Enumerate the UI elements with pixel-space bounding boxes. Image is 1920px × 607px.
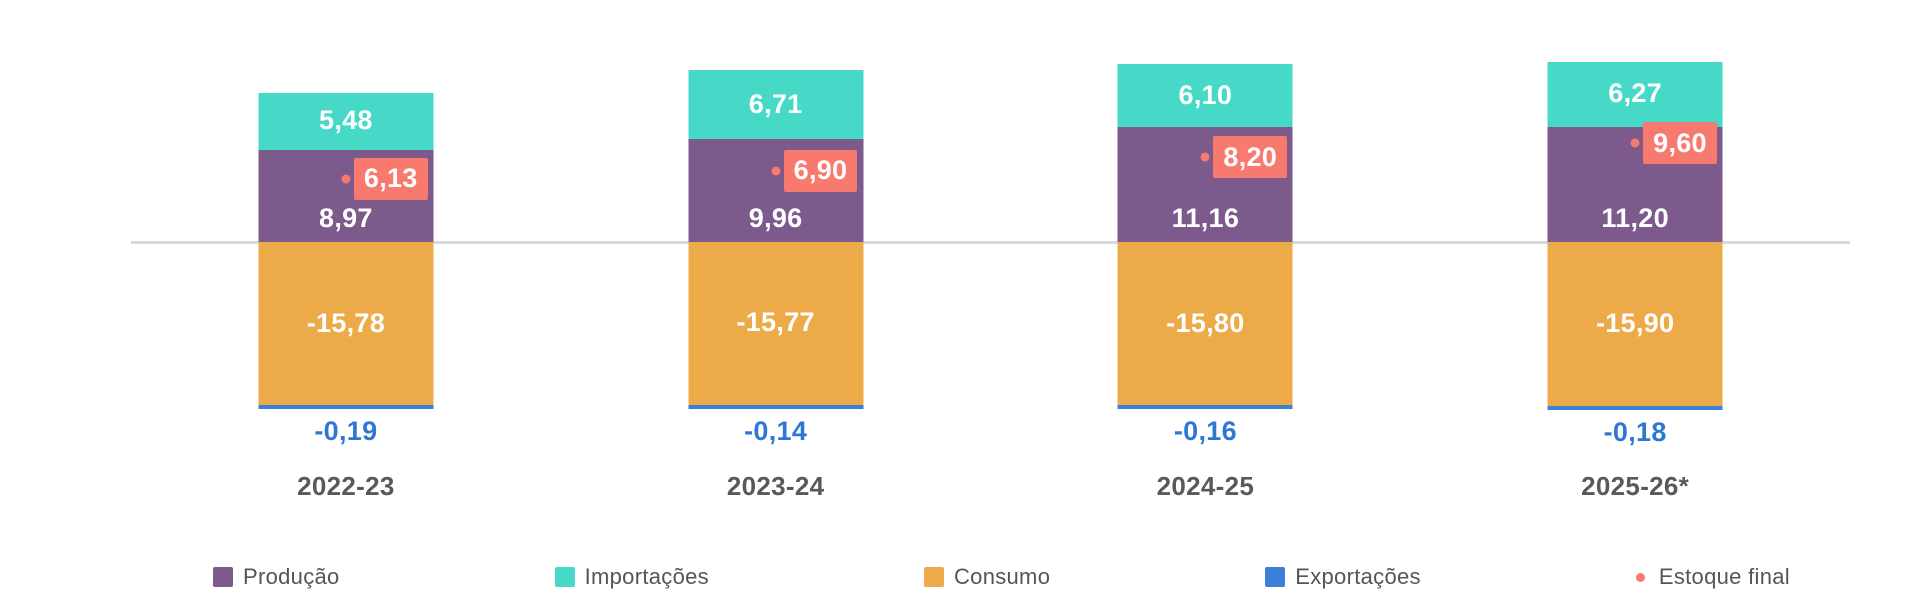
legend-label: Importações bbox=[584, 564, 709, 589]
plot-area: 5,48 8,97 -15,78 -0,19 6,13 2022-23 6,71 9,96 -1… bbox=[131, 0, 1850, 540]
segment-value-label: -15,78 bbox=[306, 307, 386, 338]
exportacoes-segment bbox=[1117, 404, 1293, 409]
legend-item-estoque-final: Estoque final bbox=[1635, 564, 1790, 590]
legend: Produção Importações Consumo Exportações… bbox=[213, 557, 1790, 597]
exportacoes-value-label: -0,18 bbox=[1603, 416, 1667, 447]
exportacoes-value-label: -0,16 bbox=[1173, 415, 1237, 446]
segment-value-label: 11,16 bbox=[1171, 203, 1240, 234]
legend-label: Consumo bbox=[953, 564, 1051, 589]
segment-value-label: -15,90 bbox=[1595, 308, 1675, 339]
category-column: 5,48 8,97 -15,78 -0,19 6,13 2022-23 bbox=[131, 0, 561, 540]
legend-item-importacoes: Importações bbox=[554, 564, 709, 590]
estoque-final-value-label: 6,13 bbox=[353, 157, 428, 200]
consumo-segment: -15,90 bbox=[1547, 242, 1723, 406]
category-label: 2023-24 bbox=[726, 471, 825, 501]
producao-swatch-icon bbox=[213, 567, 233, 587]
segment-value-label: 6,27 bbox=[1608, 78, 1662, 109]
category-label: 2025-26* bbox=[1581, 471, 1690, 501]
estoque-final-point bbox=[1200, 152, 1210, 162]
importacoes-segment: 6,27 bbox=[1547, 61, 1723, 127]
legend-label: Estoque final bbox=[1658, 564, 1790, 589]
legend-item-consumo: Consumo bbox=[923, 564, 1051, 590]
category-column: 6,71 9,96 -15,77 -0,14 6,90 2023-24 bbox=[561, 0, 991, 540]
legend-item-producao: Produção bbox=[213, 564, 340, 590]
estoque-final-point bbox=[341, 174, 351, 184]
category-column: 6,27 11,20 -15,90 -0,18 9,60 2025-26* bbox=[1420, 0, 1850, 540]
legend-label: Exportações bbox=[1295, 564, 1421, 589]
exportacoes-segment bbox=[688, 404, 864, 409]
exportacoes-value-label: -0,14 bbox=[744, 415, 808, 446]
importacoes-segment: 6,10 bbox=[1117, 64, 1293, 127]
importacoes-segment: 6,71 bbox=[688, 70, 864, 140]
estoque-final-point bbox=[1630, 138, 1640, 148]
estoque-final-value-label: 8,20 bbox=[1213, 136, 1288, 179]
estoque-final-point bbox=[771, 166, 781, 176]
consumo-swatch-icon bbox=[923, 567, 944, 587]
category-label: 2024-25 bbox=[1156, 471, 1255, 501]
segment-value-label: -15,77 bbox=[736, 307, 815, 338]
importacoes-segment: 5,48 bbox=[258, 93, 434, 150]
legend-label: Produção bbox=[243, 564, 340, 589]
estoque-final-dot-icon bbox=[1635, 572, 1645, 582]
estoque-final-value-label: 6,90 bbox=[783, 149, 858, 192]
importacoes-swatch-icon bbox=[554, 567, 575, 587]
consumo-segment: -15,77 bbox=[688, 242, 864, 405]
legend-item-exportacoes: Exportações bbox=[1265, 564, 1421, 590]
category-label: 2022-23 bbox=[297, 471, 395, 501]
segment-value-label: 5,48 bbox=[319, 105, 373, 136]
exportacoes-value-label: -0,19 bbox=[314, 415, 378, 446]
segment-value-label: -15,80 bbox=[1166, 307, 1245, 338]
consumo-segment: -15,78 bbox=[258, 242, 434, 405]
exportacoes-segment bbox=[1547, 405, 1723, 410]
category-column: 6,10 11,16 -15,80 -0,16 8,20 2024-25 bbox=[991, 0, 1421, 540]
segment-value-label: 8,97 bbox=[319, 203, 373, 234]
segment-value-label: 6,10 bbox=[1178, 79, 1233, 110]
zero-axis-line bbox=[131, 241, 1850, 244]
exportacoes-swatch-icon bbox=[1265, 567, 1286, 587]
estoque-final-value-label: 9,60 bbox=[1643, 122, 1717, 165]
exportacoes-segment bbox=[258, 404, 434, 409]
segment-value-label: 11,20 bbox=[1601, 203, 1669, 234]
segment-value-label: 9,96 bbox=[748, 203, 803, 234]
consumo-segment: -15,80 bbox=[1117, 242, 1293, 405]
segment-value-label: 6,71 bbox=[748, 88, 803, 119]
